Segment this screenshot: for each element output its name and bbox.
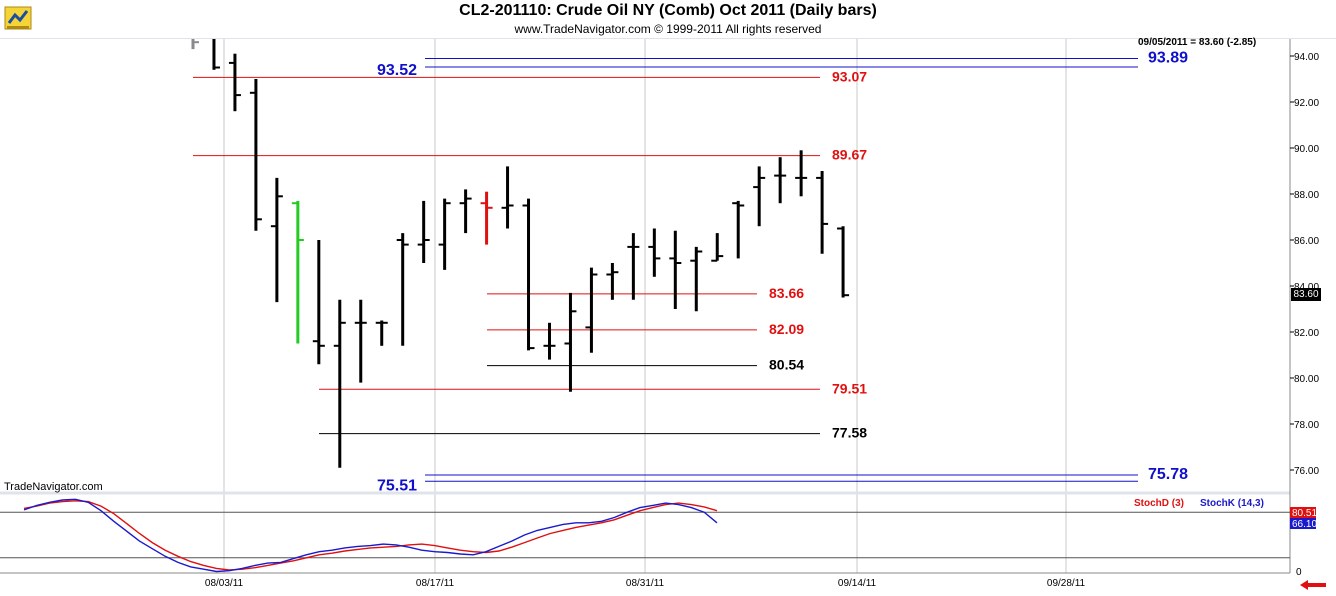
ohlc-bar: [732, 200, 745, 259]
y-tick-label: 78.00: [1294, 420, 1319, 431]
ohlc-bar: [480, 191, 493, 245]
ohlc-bar: [795, 150, 808, 197]
ohlc-bar: [396, 233, 409, 346]
title-bar: CL2-201110: Crude Oil NY (Comb) Oct 2011…: [0, 0, 1336, 39]
stoch-series-line: [23, 500, 718, 571]
ohlc-bar: [312, 240, 325, 365]
x-tick-label: 08/03/11: [205, 578, 244, 589]
last-price-marker: 83.60: [1291, 288, 1321, 301]
stoch-y-tick-label: 0: [1296, 567, 1302, 578]
ohlc-bar: [501, 166, 514, 229]
logo-icon: [4, 6, 32, 30]
chart-subtitle: www.TradeNavigator.com © 1999-2011 All r…: [514, 22, 822, 36]
level-label: 93.89: [1148, 50, 1188, 67]
ohlc-bar: [816, 171, 829, 254]
level-label: 79.51: [832, 380, 867, 396]
ohlc-bar: [648, 228, 661, 277]
level-label: 93.07: [832, 68, 867, 84]
stoch-last-value-tag: [1290, 507, 1316, 518]
x-tick-label: 08/17/11: [416, 578, 455, 589]
x-tick-label: 08/31/11: [626, 578, 665, 589]
level-label: 80.54: [769, 357, 804, 373]
stoch-last-value-tag: [1290, 518, 1316, 529]
y-axis: 76.00 78.00 80.00 82.00 84.00 86.00 88.00 90.00…: [1290, 52, 1319, 578]
ohlc-bar: [669, 230, 682, 309]
ohlc-bar: [753, 166, 766, 227]
levels-layer: 93.89 93.52 93.07 89.67 83.66 82.09 80.54 79.51…: [193, 50, 1188, 494]
y-tick-label: 80.00: [1294, 374, 1319, 385]
stoch-legend-entry: StochD (3): [1134, 498, 1184, 509]
ohlc-bar: [543, 322, 556, 360]
level-label: 89.67: [832, 147, 867, 163]
x-tick-label: 09/28/11: [1047, 578, 1086, 589]
ohlc-bar: [837, 226, 850, 298]
bars-layer: [187, 21, 850, 468]
y-tick-label: 92.00: [1294, 98, 1319, 109]
x-tick-label: 09/14/11: [838, 578, 877, 589]
watermark: TradeNavigator.com: [4, 481, 103, 493]
chart-title: CL2-201110: Crude Oil NY (Comb) Oct 2011…: [459, 2, 877, 19]
level-label: 83.66: [769, 285, 804, 301]
ohlc-bar: [438, 198, 451, 270]
x-axis: 08/03/11 08/17/11 08/31/11 09/14/11 09/28/11: [205, 578, 1086, 589]
ohlc-bar: [333, 299, 346, 468]
ohlc-bar: [711, 233, 724, 262]
y-tick-label: 82.00: [1294, 328, 1319, 339]
scroll-left-arrow-icon[interactable]: [1298, 578, 1328, 590]
stoch-last-value-label: 66.10: [1292, 519, 1317, 530]
ohlc-bar: [249, 79, 262, 231]
ohlc-bar: [690, 246, 703, 312]
level-label: 82.09: [769, 321, 804, 337]
ohlc-bar: [606, 263, 619, 300]
level-label: 93.52: [377, 62, 417, 79]
ohlc-bar: [774, 157, 787, 204]
stochastic-panel: StochD (3) 80.51 StochK (14,3) 66.10: [0, 498, 1317, 573]
ohlc-bar: [564, 292, 577, 392]
ohlc-bar: [354, 299, 367, 383]
y-tick-label: 84.00: [1294, 282, 1319, 293]
ohlc-bar: [522, 198, 535, 351]
y-tick-label: 90.00: [1294, 144, 1319, 155]
y-tick-label: 86.00: [1294, 236, 1319, 247]
price-readout: 09/05/2011 = 83.60 (-2.85): [1138, 37, 1257, 48]
ohlc-bar: [375, 320, 388, 346]
ohlc-bar: [585, 267, 598, 353]
level-label: 75.51: [377, 477, 417, 494]
ohlc-bar: [228, 53, 241, 112]
y-tick-label: 94.00: [1294, 52, 1319, 63]
ohlc-bar: [270, 177, 283, 303]
ohlc-bar: [459, 189, 472, 234]
y-tick-label: 76.00: [1294, 466, 1319, 477]
level-label: 77.58: [832, 425, 867, 441]
stoch-last-value-label: 80.51: [1292, 508, 1317, 519]
ohlc-bar: [417, 200, 430, 263]
y-tick-label: 88.00: [1294, 190, 1319, 201]
ohlc-bar: [627, 233, 640, 300]
grid-layer: [0, 38, 1291, 574]
stoch-legend-entry: StochK (14,3): [1200, 498, 1264, 509]
ohlc-bar: [291, 200, 304, 344]
level-label: 75.78: [1148, 466, 1188, 483]
stoch-series-line: [23, 498, 718, 573]
